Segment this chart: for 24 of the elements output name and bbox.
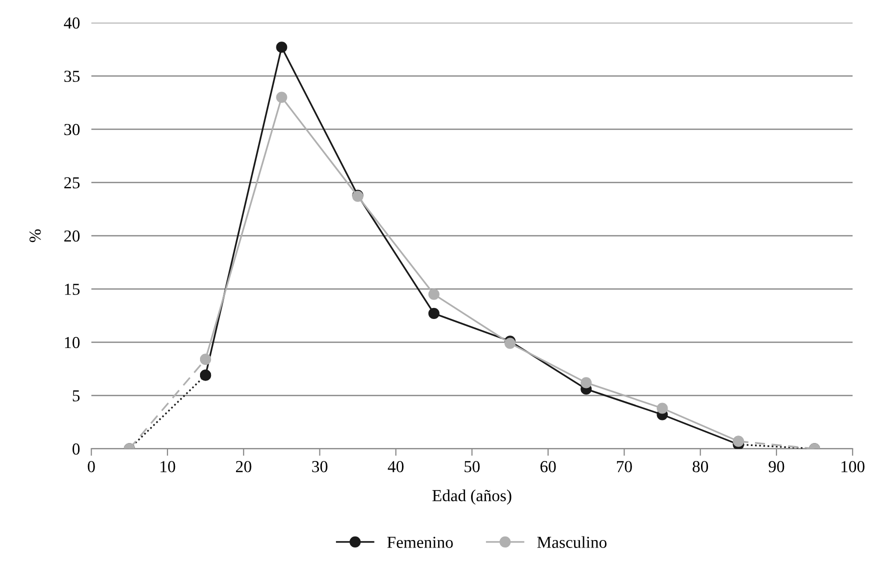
x-tick-label: 70 <box>616 461 632 472</box>
x-tick-label: 100 <box>842 461 864 472</box>
x-tick-label: 90 <box>768 461 784 472</box>
y-tick-label: 30 <box>64 124 80 136</box>
x-tick-label: 40 <box>388 461 404 472</box>
x-tick-label: 20 <box>236 461 252 472</box>
x-tick-label: 0 <box>88 461 95 472</box>
y-tick-label: 40 <box>64 17 80 29</box>
y-tick-label: 35 <box>64 70 80 82</box>
y-tick-label: 10 <box>65 336 80 348</box>
x-tick-label: 10 <box>160 461 176 472</box>
y-tick-label: 25 <box>64 177 80 188</box>
y-tick-label: 20 <box>64 230 80 242</box>
x-tick-label: 60 <box>540 461 556 472</box>
y-tick-label: 15 <box>65 284 80 295</box>
legend-label: Masculino <box>537 536 607 548</box>
x-tick-label: 30 <box>312 461 328 472</box>
x-axis-title: Edad (años) <box>432 490 512 505</box>
x-tick-label: 80 <box>692 461 708 472</box>
x-tick-label: 50 <box>464 461 480 472</box>
y-tick-label: 0 <box>72 443 80 455</box>
y-tick-label: 5 <box>72 390 80 402</box>
y-axis-title: % <box>29 229 41 242</box>
legend-label: Femenino <box>387 536 453 548</box>
